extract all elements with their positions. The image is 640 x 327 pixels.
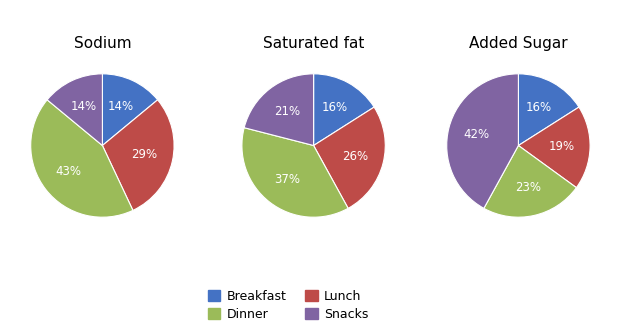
Text: 43%: 43% <box>56 165 81 178</box>
Wedge shape <box>244 74 314 146</box>
Title: Saturated fat: Saturated fat <box>263 36 364 51</box>
Text: 23%: 23% <box>515 181 541 194</box>
Text: 29%: 29% <box>131 148 157 162</box>
Wedge shape <box>518 74 579 146</box>
Title: Added Sugar: Added Sugar <box>469 36 568 51</box>
Text: 26%: 26% <box>342 150 368 163</box>
Text: 14%: 14% <box>108 100 134 113</box>
Wedge shape <box>47 74 102 146</box>
Text: 37%: 37% <box>275 173 300 186</box>
Wedge shape <box>314 74 374 146</box>
Title: Sodium: Sodium <box>74 36 131 51</box>
Text: 19%: 19% <box>548 140 575 153</box>
Wedge shape <box>518 107 590 188</box>
Wedge shape <box>447 74 518 208</box>
Wedge shape <box>102 74 157 146</box>
Text: 16%: 16% <box>321 101 348 114</box>
Wedge shape <box>484 146 577 217</box>
Legend: Breakfast, Dinner, Lunch, Snacks: Breakfast, Dinner, Lunch, Snacks <box>208 290 368 321</box>
Wedge shape <box>314 107 385 208</box>
Wedge shape <box>31 100 133 217</box>
Text: 16%: 16% <box>526 101 552 114</box>
Wedge shape <box>102 100 174 210</box>
Text: 21%: 21% <box>274 105 300 118</box>
Text: 42%: 42% <box>464 128 490 141</box>
Wedge shape <box>242 128 348 217</box>
Text: 14%: 14% <box>71 100 97 113</box>
